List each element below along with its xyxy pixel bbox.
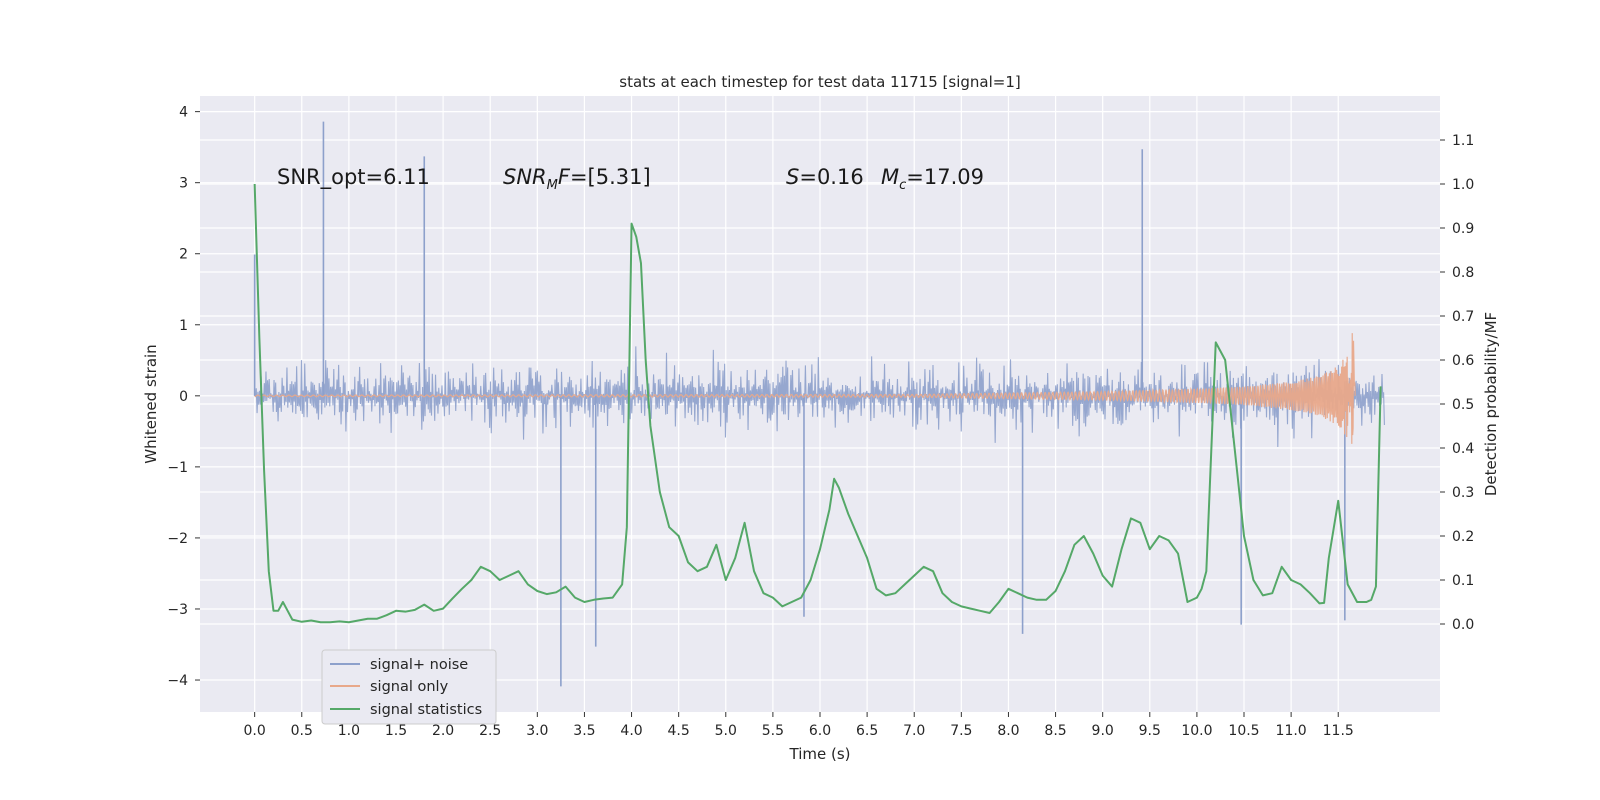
y-right-tick-label: 0.3: [1452, 485, 1474, 501]
x-tick-label: 5.0: [715, 723, 737, 739]
legend-label-signal-only: signal only: [370, 679, 449, 695]
y-left-tick-label: −3: [167, 602, 188, 618]
x-tick-label: 8.5: [1044, 723, 1066, 739]
x-tick-label: 1.5: [385, 723, 407, 739]
y-right-axis-ticks: 1.1 1.0 0.9 0.8 0.7 0.6 0.5 0.4 0.3 0.2 0.1 0.0: [1440, 133, 1474, 633]
x-tick-label: 4.0: [620, 723, 642, 739]
x-tick-label: 6.0: [809, 723, 831, 739]
y-left-tick-label: 2: [179, 247, 188, 263]
annotation-snr-opt: SNR_opt=6.11: [277, 165, 430, 190]
x-tick-label: 3.5: [573, 723, 595, 739]
x-axis-ticks: 0.0 0.5 1.0 1.5 2.0 2.5 3.0 3.5 4.0 4.5 5.0 5.5 6.0 6…: [244, 712, 1354, 739]
series-signal-only: [254, 333, 1356, 444]
legend: signal+ noise signal only signal statist…: [321, 649, 497, 725]
x-tick-label: 2.5: [479, 723, 501, 739]
legend-label-signal-statistics: signal statistics: [370, 702, 482, 718]
x-tick-label: 0.5: [291, 723, 313, 739]
statistics-line: [253, 183, 1382, 624]
x-tick-label: 4.5: [668, 723, 690, 739]
chirp-trace: [254, 333, 1356, 444]
annotation-s: S=0.16: [786, 165, 864, 189]
x-tick-label: 9.5: [1139, 723, 1161, 739]
y-right-tick-label: 0.4: [1452, 441, 1474, 457]
noise-trace: [254, 346, 1385, 448]
x-tick-label: 0.0: [244, 723, 266, 739]
x-axis-label: Time (s): [789, 745, 851, 763]
x-tick-label: 10.0: [1181, 723, 1212, 739]
y-left-tick-label: −4: [167, 673, 188, 689]
x-tick-label: 7.0: [903, 723, 925, 739]
y-right-tick-label: 0.0: [1452, 617, 1474, 633]
y-left-tick-label: 3: [179, 176, 188, 192]
y-right-tick-label: 0.9: [1452, 221, 1474, 237]
y-right-tick-label: 1.1: [1452, 133, 1474, 149]
x-tick-label: 2.0: [432, 723, 454, 739]
x-tick-label: 9.0: [1092, 723, 1114, 739]
x-tick-label: 8.0: [997, 723, 1019, 739]
chart-title: stats at each timestep for test data 117…: [619, 73, 1020, 91]
y-right-tick-label: 0.8: [1452, 265, 1474, 281]
x-tick-label: 3.0: [526, 723, 548, 739]
legend-label-signal-plus-noise: signal+ noise: [370, 657, 468, 673]
x-tick-label: 10.5: [1228, 723, 1259, 739]
y-left-tick-label: 1: [179, 318, 188, 334]
x-tick-label: 1.0: [338, 723, 360, 739]
y-left-tick-label: −2: [167, 531, 188, 547]
x-tick-label: 5.5: [762, 723, 784, 739]
y-right-tick-label: 0.7: [1452, 309, 1474, 325]
x-tick-label: 6.5: [856, 723, 878, 739]
y-left-tick-label: 4: [179, 105, 188, 121]
annotation-snr-mf: SNRMF=[5.31]: [503, 165, 651, 193]
y-left-axis-ticks: 4 3 2 1 0 −1 −2 −3 −4: [167, 105, 200, 689]
y-right-tick-label: 1.0: [1452, 177, 1474, 193]
y-left-tick-label: 0: [179, 389, 188, 405]
x-tick-label: 7.5: [950, 723, 972, 739]
y-left-tick-label: −1: [167, 460, 188, 476]
y-right-tick-label: 0.2: [1452, 529, 1474, 545]
series-signal-statistics: [253, 183, 1382, 624]
legend-box: [321, 649, 497, 725]
y-right-axis-label: Detection probability/MF: [1482, 312, 1500, 496]
y-right-tick-label: 0.1: [1452, 573, 1474, 589]
y-right-tick-label: 0.6: [1452, 353, 1474, 369]
x-tick-label: 11.0: [1276, 723, 1307, 739]
annotation-mc: Mc=17.09: [881, 165, 984, 193]
x-tick-label: 11.5: [1323, 723, 1354, 739]
y-left-axis-label: Whitened strain: [142, 344, 160, 463]
y-right-tick-label: 0.5: [1452, 397, 1474, 413]
